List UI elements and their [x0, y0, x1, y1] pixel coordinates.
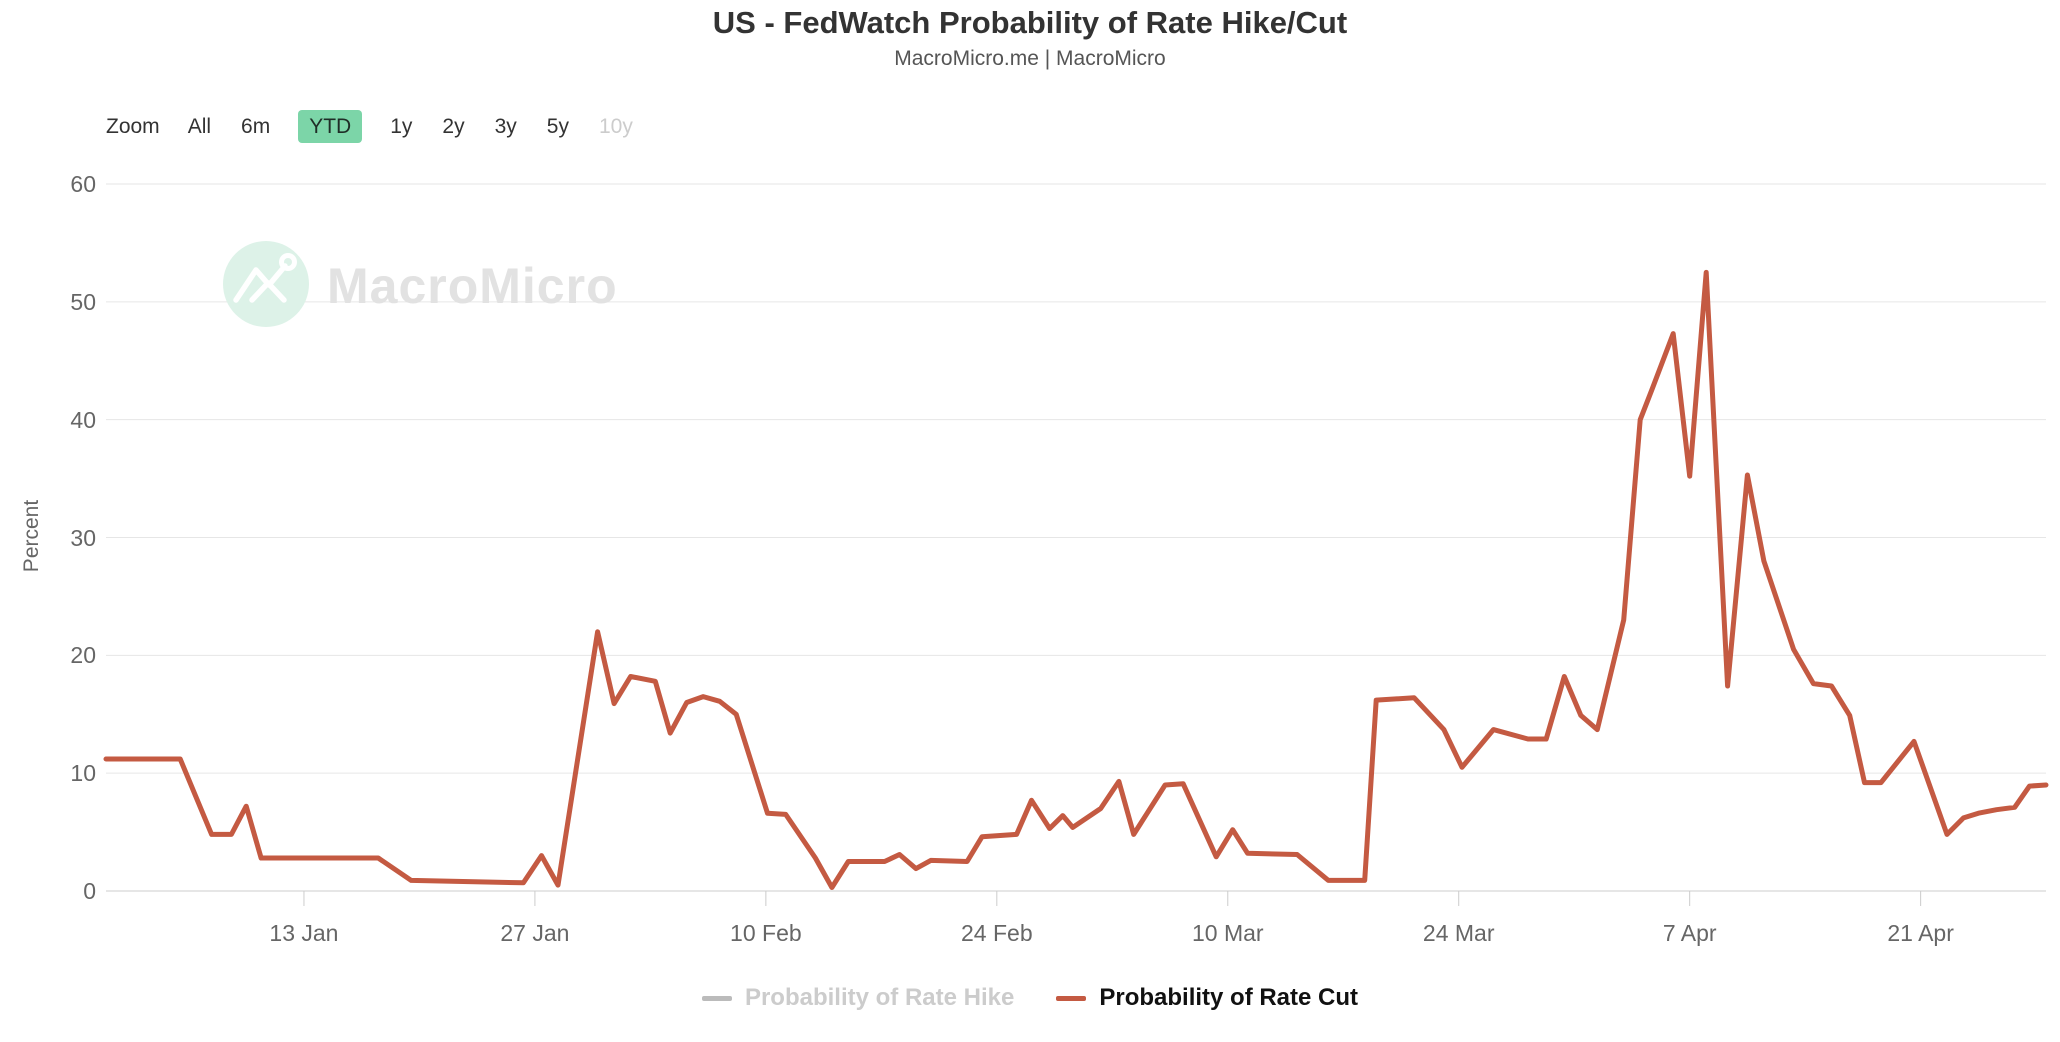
range-button-1y[interactable]: 1y [390, 115, 413, 138]
range-button-ytd[interactable]: YTD [298, 110, 363, 144]
legend-label: Probability of Rate Hike [744, 984, 1015, 1011]
watermark: MacroMicro [221, 238, 618, 330]
range-toolbar-buttons: All 6m YTD 1y 2y 3y 5y 10y [186, 110, 635, 144]
legend-label: Probability of Rate Cut [1099, 984, 1359, 1011]
zoom-label: Zoom [106, 114, 160, 138]
logo-marker-ring [279, 253, 297, 271]
chart-subtitle: MacroMicro.me | MacroMicro [894, 47, 1166, 70]
range-button-3y[interactable]: 3y [494, 115, 517, 138]
chart-title: US - FedWatch Probability of Rate Hike/C… [712, 5, 1348, 40]
range-toolbar: Zoom All 6m YTD 1y 2y 3y 5y 10y [106, 110, 635, 144]
legend-dash-icon [701, 995, 732, 1001]
legend: Probability of Rate Hike Probability of R… [0, 984, 2060, 1012]
range-button-10y[interactable]: 10y [598, 115, 633, 138]
range-button-2y[interactable]: 2y [442, 115, 465, 138]
range-button-5y[interactable]: 5y [546, 115, 569, 138]
logo-zigzag-line [233, 263, 288, 303]
range-button-all[interactable]: All [187, 115, 212, 138]
range-button-6m[interactable]: 6m [241, 115, 271, 138]
macromicro-logo-icon [223, 241, 309, 327]
legend-item-probability-of-rate-cut[interactable]: Probability of Rate Cut [1056, 984, 1358, 1012]
legend-item-probability-of-rate-hike[interactable]: Probability of Rate Hike [701, 984, 1015, 1012]
legend-dash-icon [1056, 995, 1087, 1001]
series-line-probability-of-rate-cut [103, 269, 2049, 890]
logo-m-line [249, 280, 287, 303]
watermark-brand-text: MacroMicro [327, 258, 618, 314]
y-axis-title: Percent [20, 499, 43, 573]
